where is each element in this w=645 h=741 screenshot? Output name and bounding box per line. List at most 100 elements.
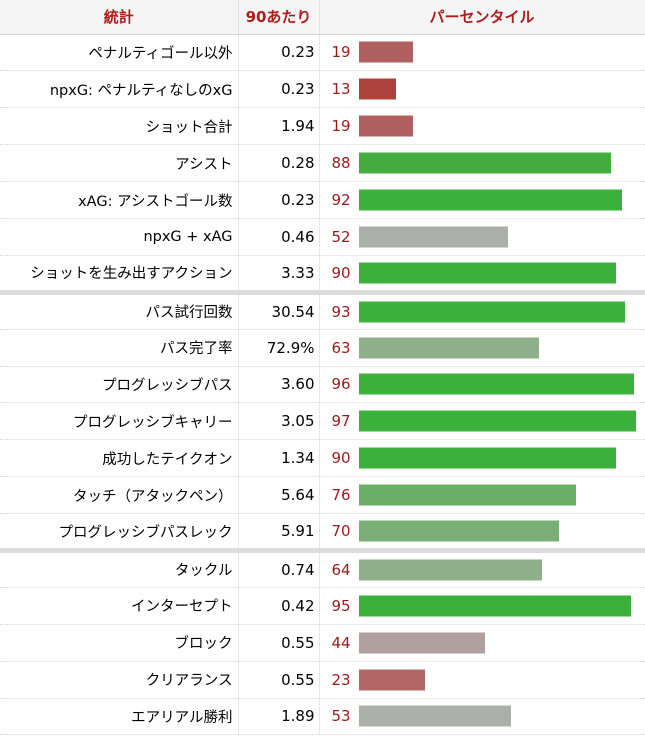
percentile-bar xyxy=(358,152,611,174)
percentile-bar xyxy=(358,301,625,323)
percentile-bar xyxy=(358,484,576,506)
table-row: プログレッシブキャリー 3.05 97 xyxy=(0,402,645,441)
percentile-bar xyxy=(358,520,559,542)
percentile-cell: 19 xyxy=(319,34,645,72)
stat-label: プログレッシブキャリー xyxy=(0,402,239,441)
stat-label: ブロック xyxy=(0,624,239,662)
percentile-cell: 63 xyxy=(319,329,645,367)
percentile-value: 70 xyxy=(331,522,351,541)
percentile-cell: 19 xyxy=(319,107,645,146)
table-row: npxG + xAG 0.46 52 xyxy=(0,218,645,256)
stat-label: 成功したテイクオン xyxy=(0,439,239,478)
percentile-value: 13 xyxy=(331,80,351,99)
percentile-cell: 53 xyxy=(319,698,645,736)
percentile-bar-track xyxy=(358,705,645,727)
per90-value: 1.89 xyxy=(238,698,320,736)
per90-value: 30.54 xyxy=(238,292,320,330)
header-row: 統計 90あたり パーセンタイル xyxy=(0,0,645,35)
percentile-bar-track xyxy=(358,632,645,654)
percentile-bar xyxy=(358,595,631,617)
per90-value: 5.91 xyxy=(238,513,320,553)
per90-value: 3.05 xyxy=(238,402,320,441)
percentile-value: 76 xyxy=(331,486,351,505)
percentile-value: 64 xyxy=(331,560,351,579)
percentile-cell: 90 xyxy=(319,439,645,478)
percentile-bar-track xyxy=(358,595,645,617)
table-row: プログレッシブパス 3.60 96 xyxy=(0,366,645,404)
table-body: ペナルティゴール以外 0.23 19 npxG: ペナルティなしのxG 0.23 13 ショ… xyxy=(0,34,645,736)
stat-label: プログレッシブパスレック xyxy=(0,513,239,553)
table-row: ショットを生み出すアクション 3.33 90 xyxy=(0,255,645,295)
percentile-cell: 23 xyxy=(319,661,645,699)
table-row: ブロック 0.55 44 xyxy=(0,624,645,662)
percentile-value: 96 xyxy=(331,375,351,394)
per90-value: 0.55 xyxy=(238,661,320,699)
stat-label: インターセプト xyxy=(0,587,239,625)
table-row: パス試行回数 30.54 93 xyxy=(0,292,645,330)
table-row: プログレッシブパスレック 5.91 70 xyxy=(0,513,645,553)
percentile-bar-track xyxy=(358,189,645,211)
stat-label: ショットを生み出すアクション xyxy=(0,255,239,295)
per90-value: 3.33 xyxy=(238,255,320,295)
percentile-bar-track xyxy=(358,447,645,469)
percentile-value: 97 xyxy=(331,412,351,431)
percentile-cell: 97 xyxy=(319,402,645,441)
percentile-bar-track xyxy=(358,337,645,359)
percentile-value: 52 xyxy=(331,227,351,246)
percentile-value: 90 xyxy=(331,263,351,282)
table-row: アシスト 0.28 88 xyxy=(0,144,645,183)
percentile-bar xyxy=(358,262,616,284)
stat-label: パス試行回数 xyxy=(0,292,239,330)
table-row: ペナルティゴール以外 0.23 19 xyxy=(0,34,645,72)
percentile-cell: 95 xyxy=(319,587,645,625)
percentile-bar-track xyxy=(358,410,645,432)
stat-label: ショット合計 xyxy=(0,107,239,146)
percentile-bar-track xyxy=(358,301,645,323)
percentile-bar xyxy=(358,373,634,395)
table-row: タックル 0.74 64 xyxy=(0,550,645,588)
percentile-bar-track xyxy=(358,78,645,100)
stat-label: npxG: ペナルティなしのxG xyxy=(0,70,239,109)
percentile-bar xyxy=(358,78,396,100)
percentile-bar-track xyxy=(358,41,645,63)
percentile-bar xyxy=(358,632,485,654)
percentile-bar-track xyxy=(358,669,645,691)
per90-value: 0.74 xyxy=(238,550,320,588)
per90-value: 1.94 xyxy=(238,107,320,146)
per90-value: 0.23 xyxy=(238,34,320,72)
percentile-cell: 13 xyxy=(319,70,645,109)
per90-value: 72.9% xyxy=(238,329,320,367)
percentile-cell: 88 xyxy=(319,144,645,183)
stat-label: クリアランス xyxy=(0,661,239,699)
per90-value: 5.64 xyxy=(238,476,320,515)
stat-label: xAG: アシストゴール数 xyxy=(0,181,239,219)
table-row: エアリアル勝利 1.89 53 xyxy=(0,698,645,736)
percentile-cell: 96 xyxy=(319,366,645,404)
percentile-value: 92 xyxy=(331,191,351,209)
per90-value: 0.46 xyxy=(238,218,320,256)
percentile-bar xyxy=(358,115,413,137)
header-percentile[interactable]: パーセンタイル xyxy=(319,0,645,35)
percentile-value: 44 xyxy=(331,633,351,652)
header-stat[interactable]: 統計 xyxy=(0,0,239,35)
percentile-bar-track xyxy=(358,373,645,395)
percentile-value: 90 xyxy=(331,449,351,468)
percentile-bar xyxy=(358,410,636,432)
stat-label: タックル xyxy=(0,550,239,588)
stat-label: エアリアル勝利 xyxy=(0,698,239,736)
percentile-value: 53 xyxy=(331,707,351,726)
percentile-bar-track xyxy=(358,115,645,137)
percentile-bar-track xyxy=(358,226,645,248)
per90-value: 1.34 xyxy=(238,439,320,478)
percentile-value: 19 xyxy=(331,43,351,62)
table-row: npxG: ペナルティなしのxG 0.23 13 xyxy=(0,70,645,109)
percentile-cell: 52 xyxy=(319,218,645,256)
table-row: インターセプト 0.42 95 xyxy=(0,587,645,625)
percentile-cell: 93 xyxy=(319,292,645,330)
per90-value: 0.42 xyxy=(238,587,320,625)
percentile-bar-track xyxy=(358,152,645,174)
per90-value: 0.55 xyxy=(238,624,320,662)
stat-label: タッチ（アタックペン） xyxy=(0,476,239,515)
header-per90[interactable]: 90あたり xyxy=(238,0,320,35)
